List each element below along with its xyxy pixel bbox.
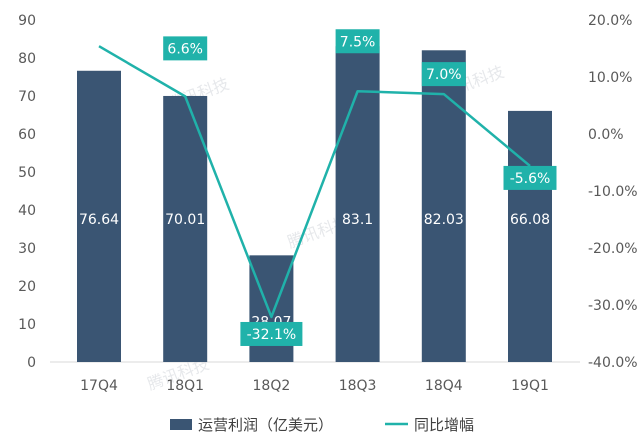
right-tick-label: 20.0% <box>588 13 632 29</box>
bar <box>421 50 466 362</box>
left-tick-label: 60 <box>18 127 36 143</box>
category-label: 17Q4 <box>80 378 118 394</box>
bar-value-label: 70.01 <box>165 212 205 228</box>
growth-label: -32.1% <box>240 321 303 346</box>
left-y-axis: 0 10 20 30 40 50 60 70 80 90 <box>18 13 36 371</box>
left-tick-label: 50 <box>18 165 36 181</box>
growth-label-text: 7.5% <box>340 34 376 50</box>
category-labels: 17Q4 18Q1 18Q2 18Q3 18Q4 19Q1 <box>80 378 549 394</box>
legend-swatch-bar <box>170 419 192 430</box>
category-label: 18Q4 <box>425 378 463 394</box>
bar-series <box>77 46 552 362</box>
left-tick-label: 30 <box>18 241 36 257</box>
growth-label-box <box>240 321 303 346</box>
category-label: 18Q1 <box>166 378 204 394</box>
growth-label-text: 7.0% <box>426 67 462 83</box>
bar <box>335 46 380 362</box>
bar <box>249 255 294 362</box>
growth-label: 6.6% <box>163 36 208 61</box>
bar <box>163 95 208 362</box>
growth-label-text: -32.1% <box>247 327 297 343</box>
growth-value-labels: 15.4%6.6%-32.1%7.5%7.0%-5.6% <box>163 29 557 346</box>
bar-value-label: 76.64 <box>79 212 119 228</box>
growth-label-box <box>335 29 380 54</box>
growth-label: -5.6% <box>503 165 557 190</box>
growth-label-box <box>503 165 557 190</box>
growth-label: 7.5% <box>335 29 380 54</box>
right-tick-label: -10.0% <box>588 184 638 200</box>
category-label: 18Q3 <box>339 378 377 394</box>
left-tick-label: 0 <box>27 355 36 371</box>
category-label: 18Q2 <box>253 378 291 394</box>
bar-value-label: 83.1 <box>342 212 373 228</box>
left-tick-label: 40 <box>18 203 36 219</box>
left-tick-label: 20 <box>18 279 36 295</box>
growth-label: 7.0% <box>421 62 466 87</box>
left-tick-label: 80 <box>18 51 36 67</box>
bar <box>77 70 121 362</box>
right-tick-label: -40.0% <box>588 355 638 371</box>
growth-label-text: 6.6% <box>167 41 203 57</box>
growth-label-box <box>421 62 466 87</box>
bar-value-label: 82.03 <box>424 212 464 228</box>
left-tick-label: 10 <box>18 317 36 333</box>
right-tick-label: 0.0% <box>588 127 624 143</box>
right-tick-label: 10.0% <box>588 70 632 86</box>
right-tick-label: -20.0% <box>588 241 638 257</box>
left-tick-label: 90 <box>18 13 36 29</box>
left-tick-label: 70 <box>18 89 36 105</box>
legend: 运营利润（亿美元） 同比增幅 <box>170 416 474 434</box>
growth-line <box>98 45 531 319</box>
bar <box>508 110 552 362</box>
right-y-axis: -40.0% -30.0% -20.0% -10.0% 0.0% 10.0% 20.0% <box>588 13 638 371</box>
right-tick-label: -30.0% <box>588 298 638 314</box>
growth-label-box <box>163 36 208 61</box>
legend-label-line: 同比增幅 <box>414 416 474 434</box>
category-label: 19Q1 <box>511 378 549 394</box>
legend-label-bar: 运营利润（亿美元） <box>198 416 333 434</box>
growth-label-text: -5.6% <box>510 171 551 187</box>
bar-value-label: 66.08 <box>510 212 550 228</box>
